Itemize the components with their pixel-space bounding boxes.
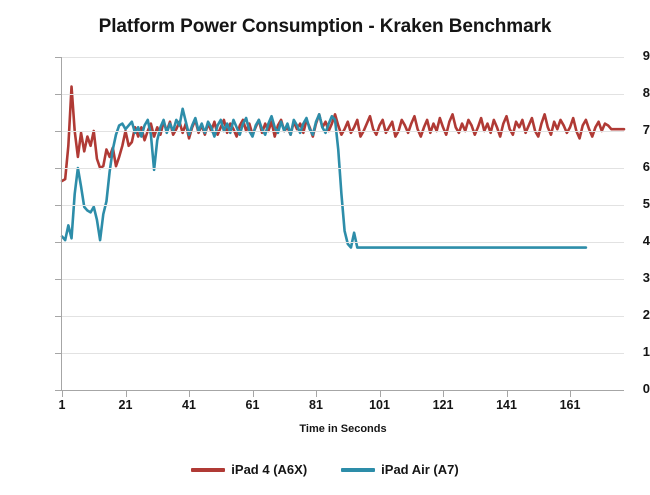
legend-label: iPad Air (A7) bbox=[381, 462, 459, 477]
x-tick-label: 1 bbox=[58, 398, 66, 412]
x-tick-label: 121 bbox=[432, 398, 454, 412]
x-tick-label: 101 bbox=[369, 398, 390, 412]
y-tick-mark bbox=[55, 94, 62, 96]
gridline bbox=[62, 316, 624, 317]
gridline bbox=[62, 94, 624, 95]
y-tick-mark bbox=[55, 57, 62, 59]
x-axis-title: Time in Seconds bbox=[299, 423, 387, 435]
series-line bbox=[60, 107, 588, 249]
y-tick-label: 4 bbox=[642, 233, 650, 248]
gridline bbox=[62, 353, 624, 354]
x-tick-mark bbox=[252, 391, 254, 397]
chart-title: Platform Power Consumption - Kraken Benc… bbox=[98, 16, 552, 37]
x-axis-line bbox=[61, 390, 624, 392]
legend-label: iPad 4 (A6X) bbox=[231, 462, 308, 477]
x-tick-mark bbox=[125, 391, 127, 397]
y-tick-label: 2 bbox=[642, 307, 650, 322]
y-tick-mark bbox=[55, 390, 62, 392]
y-tick-mark bbox=[55, 279, 62, 281]
gridline bbox=[62, 279, 624, 280]
y-tick-label: 3 bbox=[642, 270, 650, 285]
x-tick-mark bbox=[62, 391, 64, 397]
y-tick-mark bbox=[55, 205, 62, 207]
x-tick-mark bbox=[506, 391, 508, 397]
x-tick-label: 21 bbox=[118, 398, 133, 412]
gridline bbox=[62, 168, 624, 169]
y-tick-mark bbox=[55, 316, 62, 318]
legend-entry[interactable]: iPad 4 (A6X) bbox=[191, 462, 307, 477]
x-tick-label: 61 bbox=[245, 398, 260, 412]
gridline bbox=[62, 205, 624, 206]
y-tick-label: 0 bbox=[642, 381, 650, 396]
plot-area bbox=[60, 57, 626, 391]
y-tick-label: 5 bbox=[642, 196, 650, 211]
y-tick-mark bbox=[55, 242, 62, 244]
x-tick-label: 161 bbox=[559, 398, 581, 412]
chart-legend: iPad 4 (A6X) iPad Air (A7) bbox=[0, 462, 650, 477]
x-tick-label: 81 bbox=[309, 398, 323, 412]
x-tick-mark bbox=[316, 391, 318, 397]
y-axis-line bbox=[61, 57, 63, 391]
y-tick-mark bbox=[55, 168, 62, 170]
y-tick-mark bbox=[55, 353, 62, 355]
x-tick-mark bbox=[570, 391, 572, 397]
y-tick-label: 6 bbox=[642, 159, 650, 174]
x-tick-label: 141 bbox=[496, 398, 517, 412]
y-tick-label: 8 bbox=[642, 85, 650, 100]
y-tick-label: 7 bbox=[642, 122, 650, 137]
gridline bbox=[62, 131, 624, 132]
x-tick-label: 41 bbox=[182, 398, 196, 412]
gridline bbox=[62, 57, 624, 58]
legend-swatch bbox=[191, 467, 226, 472]
series-line bbox=[60, 85, 626, 183]
y-tick-label: 9 bbox=[642, 48, 650, 63]
y-tick-mark bbox=[55, 131, 62, 133]
gridline bbox=[62, 242, 624, 243]
y-tick-label: 1 bbox=[642, 344, 650, 359]
x-tick-mark bbox=[443, 391, 445, 397]
x-tick-mark bbox=[379, 391, 381, 397]
legend-entry[interactable]: iPad Air (A7) bbox=[341, 462, 459, 477]
series-lines bbox=[60, 85, 626, 249]
legend-swatch bbox=[341, 467, 376, 472]
x-tick-mark bbox=[189, 391, 191, 397]
